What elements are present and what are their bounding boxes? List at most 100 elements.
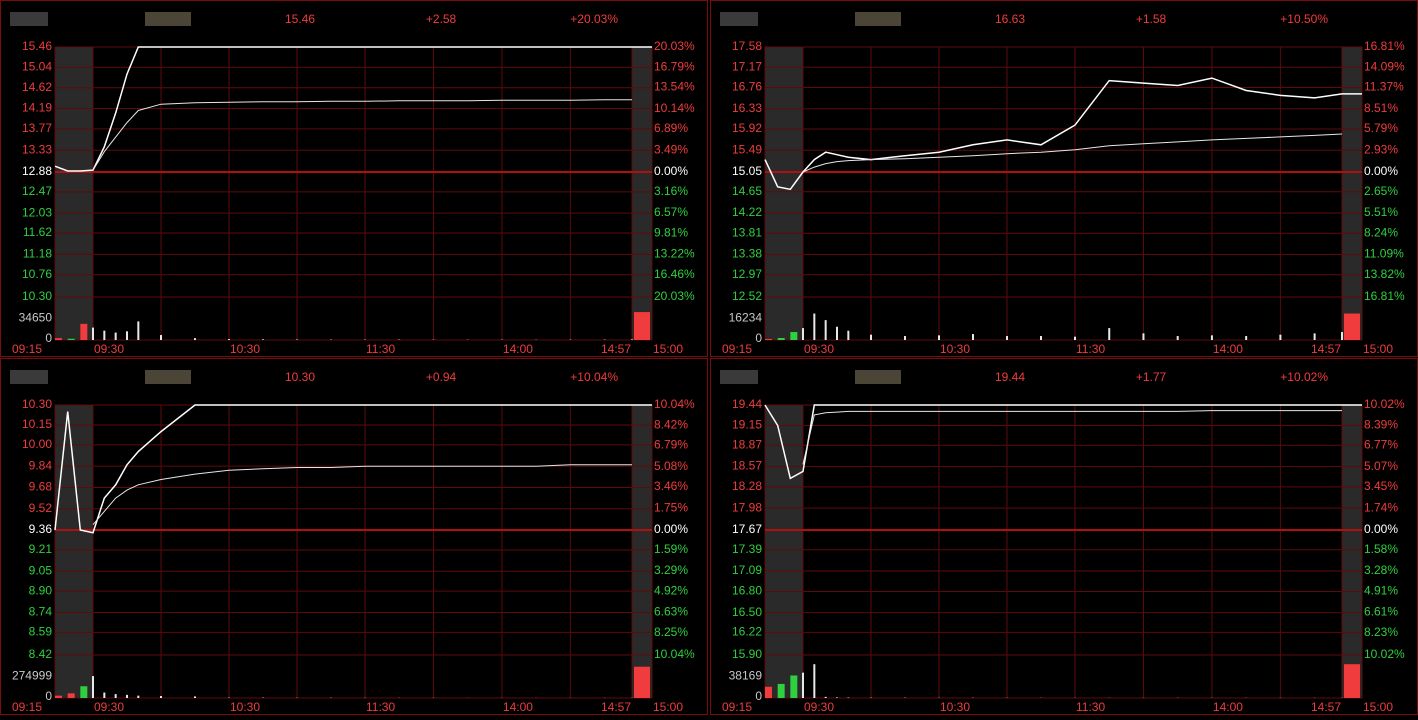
y-tick-label: 12.03 — [22, 205, 52, 219]
blurred-code — [855, 12, 901, 26]
y2-tick-label: 11.09% — [1364, 247, 1404, 261]
y-tick-label: 9.21 — [29, 542, 53, 556]
y2-tick-label: 3.45% — [1364, 479, 1398, 493]
y-tick-label: 12.52 — [732, 289, 762, 303]
y2-tick-label: 6.77% — [1364, 438, 1398, 452]
y-tick-label: 9.84 — [29, 458, 53, 472]
volume-bar — [778, 684, 785, 698]
y2-tick-label: 6.79% — [654, 438, 688, 452]
y-tick-label: 18.57 — [732, 459, 762, 473]
volume-bar — [1142, 333, 1144, 340]
x-tick-label: 15:00 — [653, 700, 683, 714]
volume-bar — [115, 333, 117, 340]
y-tick-label: 15.49 — [732, 142, 762, 156]
blurred-name — [720, 370, 758, 384]
pre-market-zone — [765, 47, 803, 340]
x-tick-label: 10:30 — [940, 700, 970, 714]
volume-bar — [1314, 333, 1316, 340]
x-tick-label: 09:15 — [12, 700, 42, 714]
y-tick-label: 15.04 — [22, 60, 52, 74]
volume-bar — [836, 327, 838, 340]
quote-change: +1.77 — [1136, 370, 1167, 384]
y2-tick-label: 13.22% — [654, 247, 695, 261]
y-tick-label: 12.97 — [732, 267, 762, 281]
y-tick-label: 12.47 — [22, 184, 52, 198]
x-tick-label: 09:15 — [12, 342, 42, 356]
y2-tick-label: 14.09% — [1364, 59, 1405, 73]
y2-tick-label: 4.92% — [654, 583, 688, 597]
volume-bar — [1006, 336, 1008, 340]
y-tick-label: 10.00 — [22, 437, 52, 451]
y-tick-label: 13.81 — [732, 225, 762, 239]
quote-change: +0.94 — [426, 370, 457, 384]
y2-tick-label: 5.08% — [654, 459, 688, 473]
y-tick-label: 11.18 — [23, 247, 52, 261]
volume-bar — [103, 331, 105, 340]
volume-tick-label: 38169 — [729, 669, 763, 683]
y-tick-label: 17.67 — [732, 522, 762, 536]
y-tick-label: 16.33 — [732, 101, 762, 115]
volume-bar — [1245, 336, 1247, 340]
y2-tick-label: 5.51% — [1364, 205, 1398, 219]
volume-bar — [825, 320, 827, 340]
y-tick-label: 13.77 — [22, 121, 52, 135]
volume-bar — [790, 332, 797, 340]
y-tick-label: 17.09 — [732, 563, 762, 577]
volume-tick-label: 0 — [45, 331, 52, 345]
blurred-code — [855, 370, 901, 384]
y-tick-label: 16.80 — [732, 584, 762, 598]
x-tick-label: 15:00 — [653, 342, 683, 356]
quote-change: +1.58 — [1136, 12, 1167, 26]
quote-change-pct: +10.02% — [1280, 370, 1328, 384]
blurred-name — [10, 370, 48, 384]
volume-bar — [1040, 336, 1042, 340]
y2-tick-label: 9.81% — [654, 225, 688, 239]
y-tick-label: 16.50 — [732, 605, 762, 619]
y-tick-label: 8.42 — [29, 647, 53, 661]
x-tick-label: 14:57 — [1311, 342, 1341, 356]
y-tick-label: 16.22 — [732, 625, 762, 639]
volume-bar — [92, 676, 94, 698]
x-tick-label: 09:30 — [804, 700, 834, 714]
volume-bar — [1344, 664, 1360, 698]
blurred-name — [10, 12, 48, 26]
y2-tick-label: 6.57% — [654, 205, 688, 219]
y2-tick-label: 11.37% — [1364, 80, 1404, 94]
y2-tick-label: 1.58% — [1364, 542, 1398, 556]
y2-tick-label: 16.46% — [654, 267, 695, 281]
volume-bar — [813, 314, 815, 340]
y-tick-label: 14.65 — [732, 184, 762, 198]
volume-bar — [631, 339, 633, 340]
y2-tick-label: 3.28% — [1364, 563, 1398, 577]
volume-bar — [55, 696, 62, 698]
y-tick-label: 15.90 — [732, 647, 762, 661]
y2-tick-label: 8.25% — [654, 625, 688, 639]
volume-bar — [765, 687, 772, 698]
x-tick-label: 14:57 — [601, 342, 631, 356]
y-tick-label: 10.30 — [22, 397, 52, 411]
closing-zone — [1342, 47, 1362, 340]
y2-tick-label: 8.51% — [1364, 101, 1398, 115]
volume-bar — [80, 686, 87, 698]
x-tick-label: 14:57 — [1311, 700, 1341, 714]
volume-bar — [634, 667, 650, 698]
y-tick-label: 9.52 — [29, 501, 53, 515]
x-tick-label: 14:00 — [1213, 342, 1243, 356]
y2-tick-label: 3.16% — [654, 184, 688, 198]
blurred-name — [720, 12, 758, 26]
volume-bar — [847, 331, 849, 340]
volume-bar — [55, 338, 62, 340]
quote-change-pct: +10.04% — [570, 370, 618, 384]
y-tick-label: 9.05 — [29, 563, 53, 577]
volume-bar — [1279, 335, 1281, 340]
blurred-code — [145, 12, 191, 26]
volume-bar — [870, 335, 872, 340]
y2-tick-label: 16.81% — [1364, 39, 1405, 53]
y2-tick-label: 8.39% — [1364, 418, 1398, 432]
volume-bar — [160, 696, 162, 698]
volume-bar — [778, 338, 785, 340]
y-tick-label: 10.15 — [22, 417, 52, 431]
y2-tick-label: 20.03% — [654, 289, 695, 303]
